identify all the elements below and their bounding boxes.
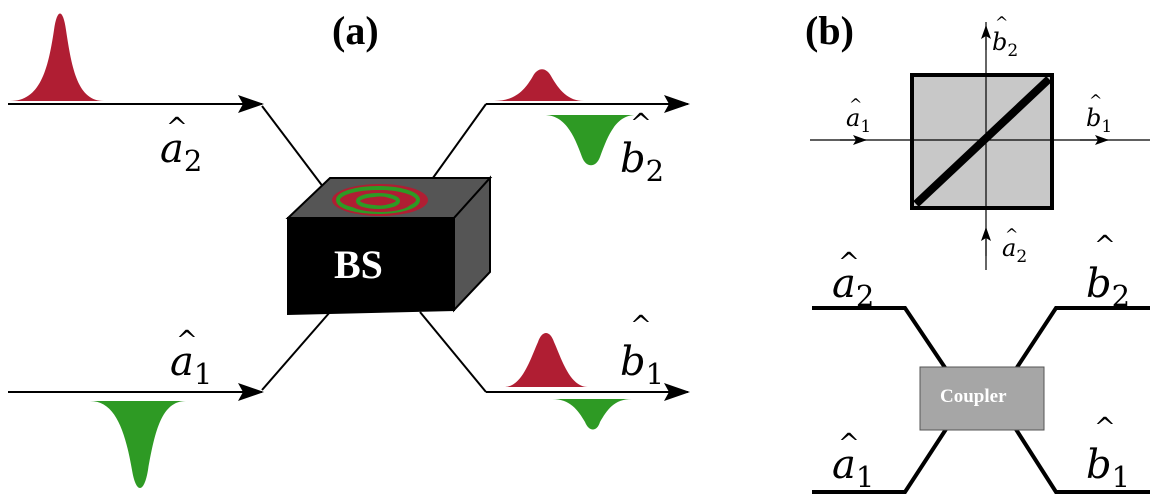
hat-b1: ^: [630, 311, 652, 341]
panel-a: (a) a2 ^ a1 ^ BS: [8, 8, 690, 488]
hat-b2: ^: [630, 109, 652, 139]
cube-label-a1: a1: [846, 104, 871, 137]
label-a1: a1: [170, 339, 212, 391]
beam-a1-to-bs: [261, 311, 331, 391]
beam-splitter-box: BS: [285, 175, 493, 316]
hat-a1: ^: [176, 326, 198, 356]
panel-b-label: (b): [805, 8, 854, 53]
cube-hat-a1: ^: [849, 95, 862, 114]
label-b1: b1: [620, 339, 664, 391]
panel-b: (b) a1 ^ b1 ^ b2 ^ a2 ^ Coup: [805, 8, 1150, 494]
coupler-label-a2: a2: [832, 261, 874, 313]
cube-label-b2: b2: [992, 28, 1018, 61]
cube-label-b1: b1: [1086, 104, 1112, 137]
label-b2: b2: [620, 136, 664, 188]
input-pulse-a1: [90, 401, 186, 488]
coupler-hat-a1: ^: [838, 429, 860, 459]
coupler-label-b2: b2: [1086, 261, 1130, 313]
cube-hat-a2: ^: [1005, 225, 1018, 244]
bs-label: BS: [334, 242, 383, 287]
beam-a2-to-bs: [261, 105, 331, 197]
interference-spiral: [332, 184, 428, 216]
panel-a-label: (a): [332, 8, 379, 53]
output-pulse-b1-green: [552, 399, 632, 430]
coupler-label-b1: b1: [1086, 442, 1130, 494]
beam-bs-to-b1: [419, 311, 487, 393]
coupler-label-a1: a1: [832, 442, 874, 494]
output-pulse-b2-green: [544, 115, 636, 166]
output-pulse-b1-red: [504, 333, 588, 387]
input-pulse-a2: [10, 13, 104, 101]
coupler-hat-a2: ^: [838, 248, 860, 278]
coupler-label: Coupler: [940, 386, 1007, 407]
output-pulse-b2-red: [494, 69, 584, 101]
cube-hat-b2: ^: [995, 13, 1008, 32]
cube-hat-b1: ^: [1089, 91, 1102, 110]
label-a2: a2: [160, 126, 202, 178]
cube-label-a2: a2: [1002, 234, 1027, 267]
hat-a2: ^: [166, 113, 188, 143]
cube-diagonal: [913, 76, 1052, 207]
bs-front-face: [287, 217, 455, 316]
coupler-box: [919, 366, 1045, 431]
coupler-hat-b2: ^: [1094, 231, 1116, 261]
coupler-hat-b1: ^: [1094, 413, 1116, 443]
